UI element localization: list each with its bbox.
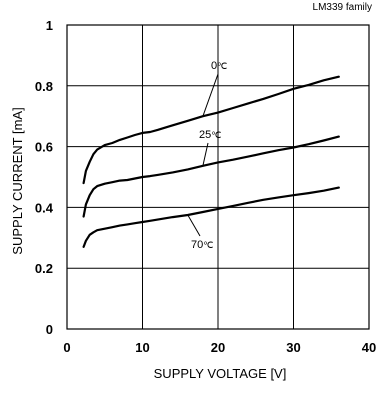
series-curves [82, 75, 340, 248]
x-axis-label: SUPPLY VOLTAGE [V] [154, 366, 287, 381]
series-line-25c [82, 135, 340, 218]
y-tick-label: 0.4 [35, 200, 54, 215]
series-label-leader [202, 142, 209, 166]
x-tick-label: 40 [362, 340, 376, 355]
grid-layer [67, 25, 369, 329]
y-tick-label: 0.8 [35, 79, 53, 94]
series-label-0c: 0℃ [211, 60, 227, 72]
y-tick-label: 0 [46, 322, 53, 337]
y-tick-label: 1 [46, 18, 53, 33]
x-tick-label: 20 [211, 340, 225, 355]
x-tick-label: 0 [63, 340, 70, 355]
series-label-leader [187, 214, 201, 237]
y-tick-label: 0.2 [35, 261, 53, 276]
tick-labels: 0 10 20 30 40 0 0.2 0.4 0.6 0.8 1 [35, 18, 376, 355]
x-tick-label: 10 [135, 340, 149, 355]
series-labels: 0℃ 25℃ 70℃ [187, 60, 227, 251]
series-label-70c: 70℃ [191, 239, 213, 251]
plot-frame [66, 24, 370, 330]
y-axis-label: SUPPLY CURRENT [mA] [10, 107, 25, 254]
series-line-70c [82, 186, 340, 248]
y-tick-label: 0.6 [35, 140, 53, 155]
series-label-leader [202, 73, 219, 117]
chart-title: LM339 family [313, 2, 372, 13]
series-line-0c [82, 75, 340, 185]
x-tick-label: 30 [286, 340, 300, 355]
series-label-25c: 25℃ [199, 129, 221, 141]
